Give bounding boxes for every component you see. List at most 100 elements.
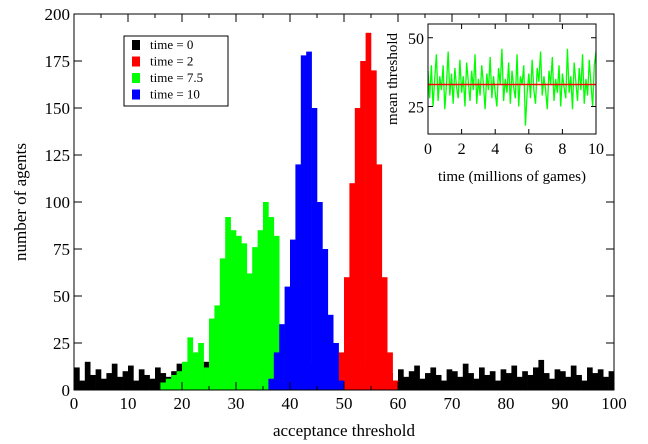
bar-series-1-bin-56 xyxy=(376,164,383,390)
bar-series-0-bin-69 xyxy=(446,369,453,390)
bar-series-0-bin-8 xyxy=(117,376,123,390)
bar-series-0-bin-65 xyxy=(425,373,431,390)
y-tick-label: 75 xyxy=(53,240,70,259)
y-tick-label: 200 xyxy=(45,5,71,24)
bar-series-2-bin-27 xyxy=(219,258,226,390)
bar-series-2-bin-20 xyxy=(182,361,188,390)
bar-series-1-bin-57 xyxy=(381,277,388,390)
bar-series-0-bin-85 xyxy=(533,367,539,390)
bar-series-0-bin-15 xyxy=(155,367,161,390)
legend-label: time = 2 xyxy=(150,54,193,69)
bar-series-2-bin-34 xyxy=(257,230,264,390)
main-x-axis: 0 10 20 30 40 50 60 70 80 90 100 xyxy=(70,14,627,413)
legend-swatch xyxy=(132,56,140,67)
bar-series-3-bin-45 xyxy=(317,202,323,390)
bar-series-3-bin-47 xyxy=(327,314,334,390)
bar-series-0-bin-80 xyxy=(506,373,512,390)
legend-swatch xyxy=(132,73,140,83)
bar-series-3-bin-40 xyxy=(290,239,296,390)
bar-series-0-bin-66 xyxy=(430,367,437,390)
bar-series-0-bin-10 xyxy=(128,365,134,390)
bar-series-0-bin-14 xyxy=(149,378,156,390)
bar-series-0-bin-62 xyxy=(408,371,415,390)
bar-series-1-bin-49 xyxy=(338,352,345,390)
bar-series-0-bin-6 xyxy=(106,373,113,390)
bar-series-2-bin-18 xyxy=(171,374,177,390)
bar-series-1-bin-58 xyxy=(387,352,393,390)
bar-series-0-bin-67 xyxy=(435,374,442,390)
bar-series-3-bin-49 xyxy=(338,380,345,390)
bar-series-0-bin-83 xyxy=(522,371,528,390)
bar-series-3-bin-36 xyxy=(268,378,275,390)
bar-series-3-bin-39 xyxy=(284,286,291,390)
x-tick-label: 100 xyxy=(601,394,627,413)
bar-series-0-bin-12 xyxy=(138,369,145,390)
bar-series-0-bin-63 xyxy=(414,365,420,390)
bar-series-3-bin-43 xyxy=(306,51,312,390)
bar-series-0-bin-89 xyxy=(554,369,561,390)
main-y-axis-label: number of agents xyxy=(11,143,30,261)
bar-series-1-bin-59 xyxy=(392,380,399,390)
bar-series-3-bin-41 xyxy=(295,164,302,390)
bar-series-0-bin-91 xyxy=(565,376,572,390)
bar-series-0-bin-2 xyxy=(84,361,91,390)
y-tick-label: 50 xyxy=(53,287,70,306)
inset-series-line xyxy=(427,48,597,126)
inset-lines xyxy=(427,48,597,126)
bar-series-0-bin-70 xyxy=(452,371,458,390)
x-tick-label: 40 xyxy=(282,394,299,413)
bar-series-0-bin-90 xyxy=(560,371,566,390)
legend-swatch xyxy=(132,40,140,50)
inset-x-tick-label: 6 xyxy=(525,141,533,158)
inset-x-axis: 0 2 4 6 8 10 xyxy=(424,24,604,158)
x-tick-label: 30 xyxy=(228,394,245,413)
inset-x-tick-label: 2 xyxy=(458,141,466,158)
inset-x-tick-label: 8 xyxy=(558,141,566,158)
bar-series-2-bin-24 xyxy=(203,367,210,390)
inset-y-axis: 25 50 xyxy=(408,31,596,117)
bar-series-2-bin-21 xyxy=(187,337,194,390)
bar-series-2-bin-29 xyxy=(230,230,237,390)
y-tick-label: 25 xyxy=(53,334,70,353)
x-tick-label: 60 xyxy=(390,394,407,413)
bar-series-2-bin-28 xyxy=(225,217,231,390)
bar-series-0-bin-77 xyxy=(489,371,496,390)
bar-series-0-bin-9 xyxy=(122,371,129,390)
bar-series-0-bin-94 xyxy=(581,380,588,390)
bar-series-2-bin-19 xyxy=(176,371,183,390)
bar-series-0-bin-96 xyxy=(592,373,599,390)
bar-series-0-bin-79 xyxy=(500,369,507,390)
y-tick-label: 125 xyxy=(45,146,71,165)
bar-series-0-bin-92 xyxy=(570,365,577,390)
bar-series-2-bin-36 xyxy=(268,217,275,390)
legend-label: time = 10 xyxy=(150,87,200,102)
bar-series-0-bin-93 xyxy=(576,374,582,390)
inset-x-axis-label: time (millions of games) xyxy=(438,169,586,185)
bar-series-0-bin-88 xyxy=(549,378,555,390)
legend-label: time = 0 xyxy=(150,37,193,52)
inset-y-tick-label: 50 xyxy=(408,31,424,48)
inset-y-axis-label: mean threshold xyxy=(385,32,401,125)
bar-series-0-bin-7 xyxy=(111,363,118,390)
bar-series-2-bin-25 xyxy=(209,318,215,390)
bar-series-0-bin-84 xyxy=(527,374,534,390)
inset-x-tick-label: 4 xyxy=(491,141,499,158)
bar-series-1-bin-53 xyxy=(360,61,366,390)
bar-series-0-bin-61 xyxy=(403,376,410,390)
legend-label: time = 7.5 xyxy=(150,70,203,85)
inset-plot-frame xyxy=(427,23,597,135)
y-tick-label: 175 xyxy=(45,52,71,71)
bar-series-0-bin-75 xyxy=(479,367,485,390)
bar-series-3-bin-46 xyxy=(322,249,329,390)
bar-series-1-bin-51 xyxy=(349,183,356,390)
bar-series-0-bin-82 xyxy=(516,376,523,390)
y-tick-label: 0 xyxy=(62,381,71,400)
bar-series-2-bin-35 xyxy=(263,202,269,390)
legend-swatch xyxy=(132,89,140,100)
y-tick-label: 100 xyxy=(45,193,71,212)
bar-series-0-bin-78 xyxy=(495,380,501,390)
bar-series-2-bin-22 xyxy=(192,352,199,390)
